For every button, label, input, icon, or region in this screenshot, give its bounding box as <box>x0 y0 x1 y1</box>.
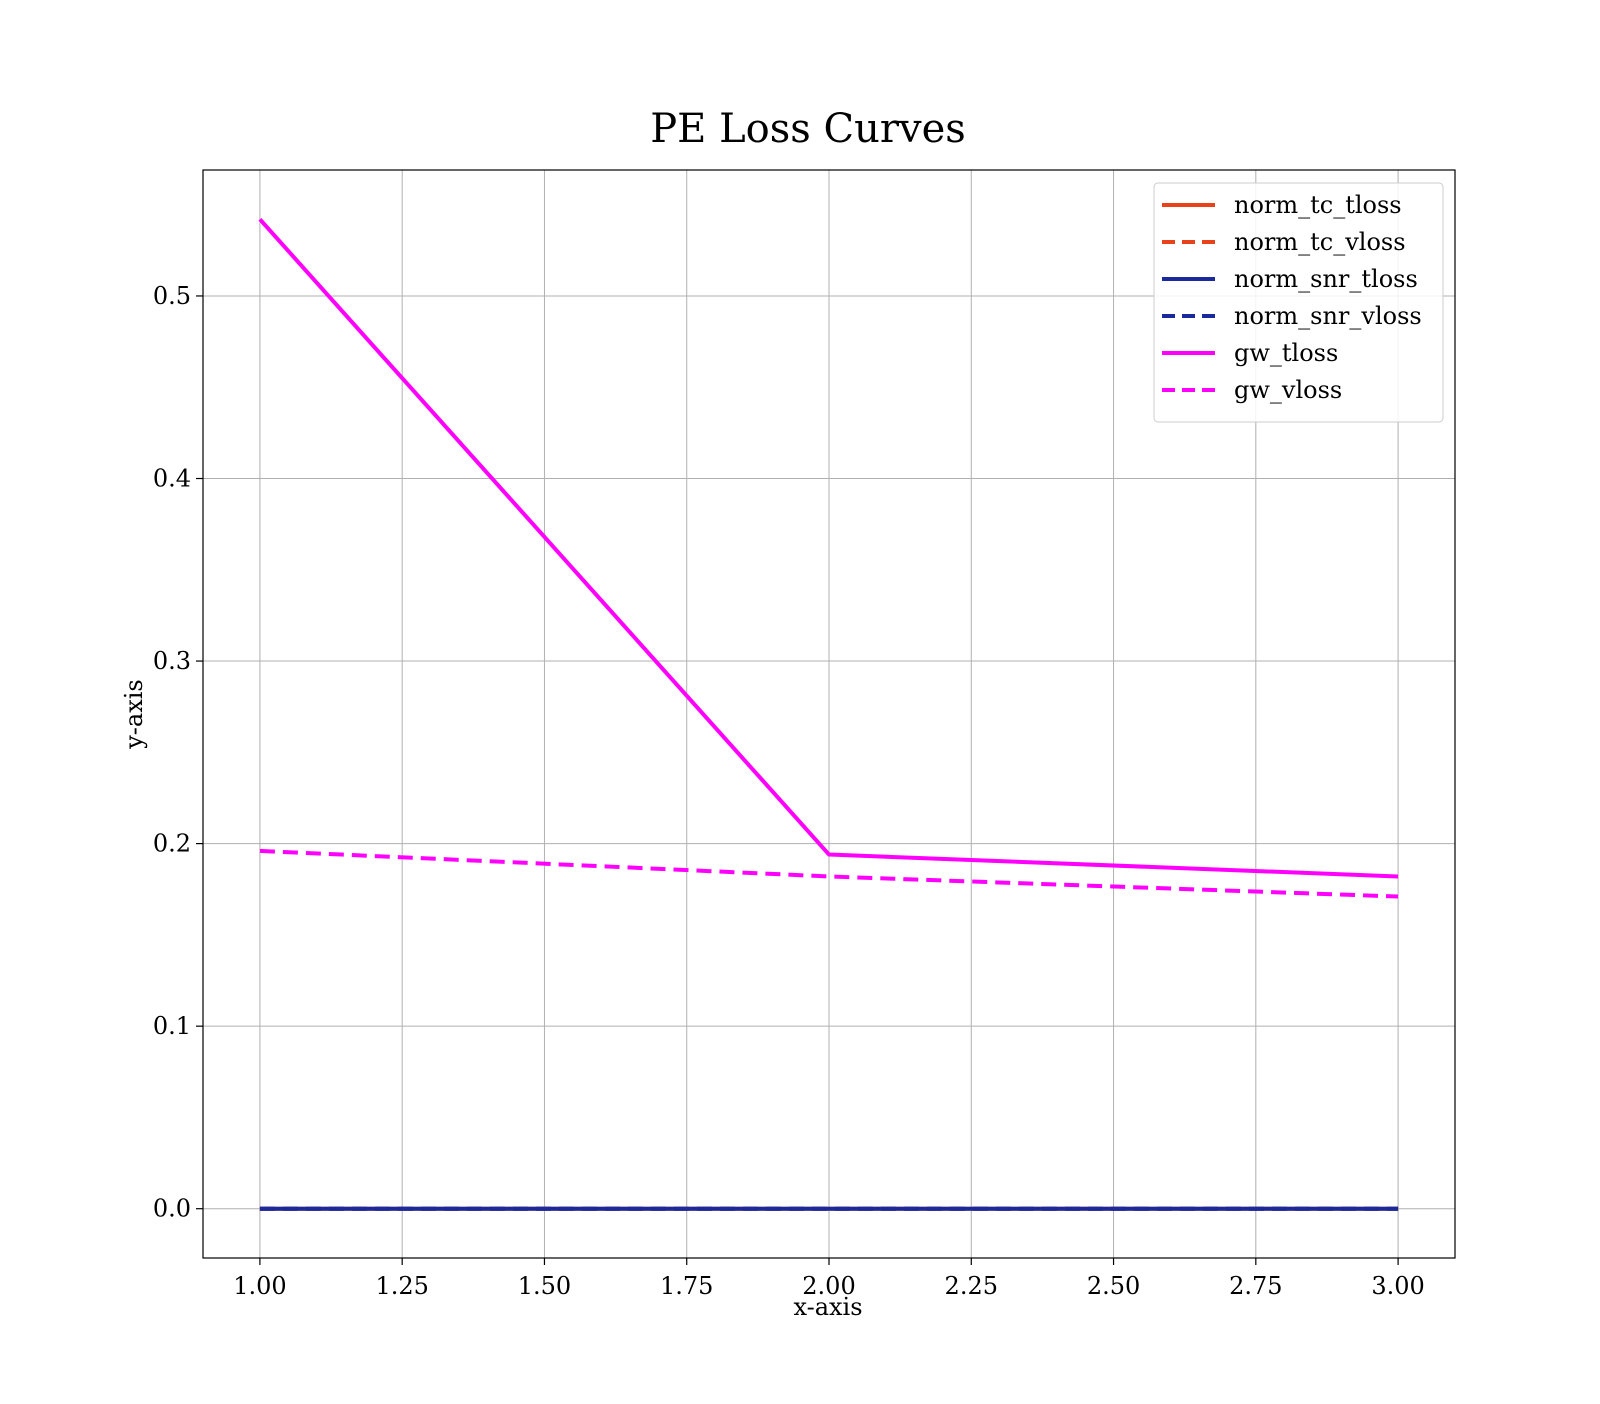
x-tick-label: 2.75 <box>1229 1272 1282 1300</box>
series-layer <box>258 217 1399 1211</box>
legend-label: gw_vloss <box>1234 376 1342 404</box>
x-tick-label: 2.50 <box>1087 1272 1140 1300</box>
y-tick-label: 0.1 <box>153 1012 191 1040</box>
x-tick-label: 3.00 <box>1371 1272 1424 1300</box>
legend-label: norm_snr_vloss <box>1234 302 1422 330</box>
legend-label: gw_tloss <box>1234 339 1338 367</box>
series-line-gw-vloss <box>259 848 1399 899</box>
legend-label: norm_snr_tloss <box>1234 265 1418 293</box>
chart-title: PE Loss Curves <box>650 106 966 152</box>
legend: norm_tc_tloss norm_tc_vloss norm_snr_tloss… <box>1153 182 1444 423</box>
legend-label: norm_tc_tloss <box>1234 191 1402 219</box>
series-line-gw-tloss <box>258 217 1399 879</box>
grid <box>203 170 1455 1258</box>
x-tick-label: 1.75 <box>660 1272 713 1300</box>
x-axis-label: x-axis <box>793 1293 862 1321</box>
y-tick-label: 0.5 <box>153 282 191 310</box>
legend-box <box>1153 182 1444 423</box>
legend-label: norm_tc_vloss <box>1234 228 1406 256</box>
x-tick-label: 2.25 <box>945 1272 998 1300</box>
x-tick-label: 1.25 <box>375 1272 428 1300</box>
x-tick-label: 2.00 <box>802 1272 855 1300</box>
y-tick-label: 0.4 <box>153 465 191 493</box>
y-tick-label: 0.3 <box>153 647 191 675</box>
y-axis-label: y-axis <box>120 679 148 750</box>
y-tick-label: 0.0 <box>153 1195 191 1223</box>
y-tick-label: 0.2 <box>153 830 191 858</box>
y-axis-ticks: 0.0 0.1 0.2 0.3 0.4 0.5 <box>153 282 203 1223</box>
x-tick-label: 1.50 <box>518 1272 571 1300</box>
x-tick-label: 1.00 <box>233 1272 286 1300</box>
x-axis-ticks: 1.00 1.25 1.50 1.75 2.00 2.25 2.50 2.75 3.00 <box>233 1258 1425 1300</box>
